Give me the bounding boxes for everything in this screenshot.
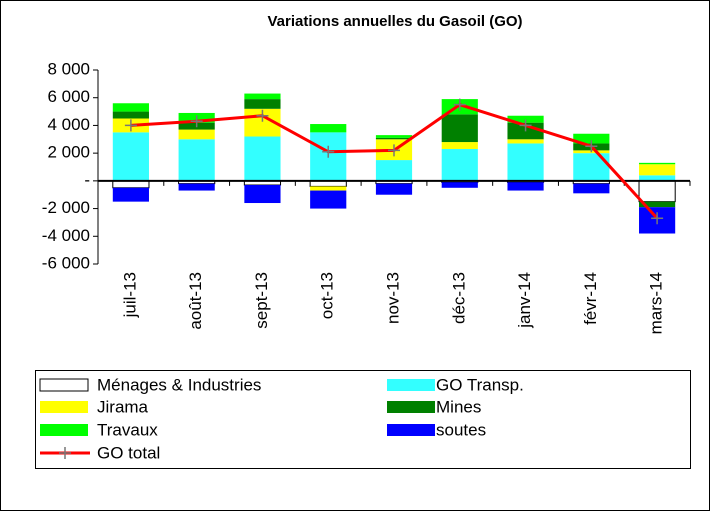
- bar-segment: [310, 186, 347, 191]
- bar-segment: [441, 182, 478, 188]
- bar-segment: [178, 129, 215, 140]
- bar-segment: [639, 164, 676, 176]
- legend-label: GO Transp.: [436, 375, 524, 394]
- y-tick-label: 2 000: [47, 143, 90, 162]
- bar-segment: [639, 201, 676, 208]
- x-tick-label: févr-14: [581, 272, 600, 325]
- bar-segment: [244, 136, 281, 181]
- x-tick-label: mars-14: [647, 272, 666, 334]
- bar-segment: [310, 190, 347, 209]
- legend-frame: [35, 370, 691, 469]
- legend-label: soutes: [436, 420, 486, 439]
- bar-segment: [507, 182, 544, 191]
- bar-segment: [639, 162, 676, 165]
- bar-segment: [178, 183, 215, 191]
- y-tick-label: 6 000: [47, 87, 90, 106]
- legend-swatch: [40, 424, 88, 436]
- bar-segment: [441, 148, 478, 181]
- bar-segment: [112, 187, 149, 202]
- legend-label: Mines: [436, 397, 481, 416]
- x-tick-label: août-13: [186, 272, 205, 330]
- x-tick-label: nov-13: [383, 272, 402, 324]
- y-tick-label: -6 000: [42, 253, 90, 272]
- x-tick-label: juil-13: [120, 272, 139, 318]
- bar-segment: [573, 153, 610, 181]
- x-tick-label: oct-13: [318, 272, 337, 319]
- legend-label: Ménages & Industries: [97, 375, 261, 394]
- x-tick-label: janv-14: [515, 272, 534, 329]
- line-marker: [388, 144, 400, 157]
- bar-segment: [441, 142, 478, 149]
- line-marker: [585, 140, 598, 153]
- y-tick-label: -: [84, 170, 90, 189]
- line-marker: [322, 145, 335, 158]
- bar-segment: [507, 115, 544, 123]
- bar-segment: [507, 139, 544, 144]
- bar-segment: [112, 132, 149, 181]
- chart-title: Variations annuelles du Gasoil (GO): [267, 13, 522, 30]
- bar-segment: [112, 111, 149, 119]
- line-marker: [256, 109, 269, 122]
- bar-segment: [375, 183, 413, 195]
- bar-segment: [441, 114, 478, 143]
- legend-swatch: [387, 379, 435, 391]
- legend-swatch: [40, 401, 88, 413]
- line-marker: [519, 119, 532, 132]
- legend-swatch: [387, 424, 435, 436]
- legend-label: GO total: [97, 443, 160, 462]
- y-tick-label: -2 000: [42, 198, 90, 217]
- line-marker: [190, 115, 203, 128]
- line-marker: [651, 212, 664, 225]
- bar-segment: [375, 135, 413, 138]
- y-tick-label: 8 000: [47, 59, 90, 78]
- bar-segment: [375, 160, 413, 181]
- legend-label: Jirama: [97, 397, 149, 416]
- bar-segment: [112, 103, 149, 112]
- legend-marker: [59, 447, 71, 459]
- x-tick-label: déc-13: [449, 272, 468, 324]
- line-marker: [124, 119, 137, 132]
- bar-segment: [375, 137, 413, 140]
- x-tick-label: sept-13: [252, 272, 271, 329]
- y-tick-label: -4 000: [42, 226, 90, 245]
- legend-label: Travaux: [97, 420, 158, 439]
- bar-segment: [573, 183, 610, 194]
- bar-segment: [112, 180, 150, 189]
- bar-segment: [178, 139, 215, 181]
- bar-segment: [573, 133, 610, 144]
- y-tick-label: 4 000: [47, 115, 90, 134]
- legend-swatch: [387, 401, 435, 413]
- bar-segment: [507, 143, 544, 181]
- bar-segment: [244, 185, 281, 204]
- line-marker: [453, 98, 466, 111]
- legend-swatch: [39, 378, 89, 392]
- bar-segment: [638, 180, 676, 203]
- bar-segment: [310, 124, 347, 133]
- bar-segment: [244, 99, 281, 109]
- bar-segment: [639, 175, 676, 181]
- bar-segment: [244, 93, 281, 100]
